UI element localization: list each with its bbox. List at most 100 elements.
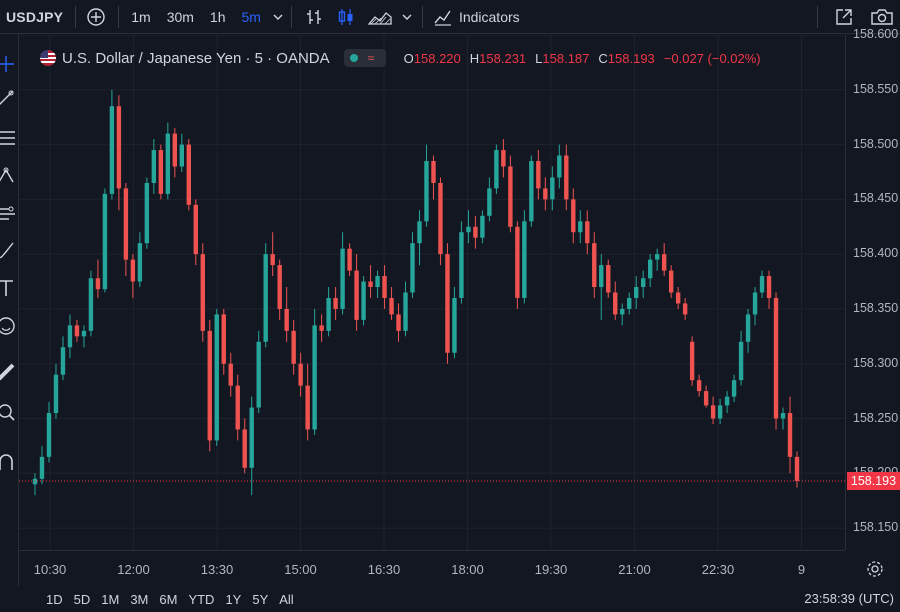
candle-body <box>305 385 310 430</box>
brush-tool-icon[interactable] <box>0 240 16 260</box>
candle-body <box>53 374 59 414</box>
candle-body <box>186 144 191 205</box>
candle-body <box>752 292 758 315</box>
prediction-tool-icon[interactable] <box>0 204 16 224</box>
range-1m[interactable]: 1M <box>101 591 120 607</box>
candle-body <box>326 297 331 331</box>
interval-30m[interactable]: 30m <box>159 0 202 34</box>
candle-body <box>627 297 632 309</box>
market-status-toggle[interactable]: ≈ <box>343 49 386 67</box>
candle-body <box>263 254 268 342</box>
candle-body <box>249 407 254 468</box>
candle-body <box>675 292 681 304</box>
open-key: O <box>403 50 414 66</box>
indicators-label: Indicators <box>458 8 520 25</box>
time-tick-label: 16:30 <box>367 562 401 577</box>
range-6m[interactable]: 6M <box>159 591 178 607</box>
symbol-label: USDJPY <box>6 8 64 25</box>
candles-style-button[interactable] <box>330 0 362 34</box>
candle-body <box>354 270 359 320</box>
text-tool-icon[interactable] <box>0 278 16 298</box>
candle-body <box>431 161 436 183</box>
bars-style-button[interactable] <box>292 0 330 34</box>
candle-body <box>123 188 129 260</box>
change-value: −0.027 (−0.02%) <box>663 50 761 66</box>
range-all[interactable]: All <box>279 591 294 607</box>
candle-body <box>179 144 185 167</box>
interval-label: 5m <box>241 8 261 25</box>
utc-clock[interactable]: 23:58:39 (UTC) <box>804 591 894 606</box>
interval-1m[interactable]: 1m <box>123 0 158 34</box>
range-5d[interactable]: 5D <box>73 591 91 607</box>
low-key: L <box>535 50 543 66</box>
interval-1h[interactable]: 1h <box>202 0 234 34</box>
current-price-label: 158.193 <box>850 473 897 488</box>
candle-body <box>158 150 164 194</box>
indicators-button[interactable]: Indicators <box>423 0 530 34</box>
candle-body <box>466 226 471 233</box>
pattern-tool-icon[interactable] <box>0 166 16 186</box>
range-3m[interactable]: 3M <box>130 591 149 607</box>
candle-body <box>703 391 709 406</box>
open-external-icon <box>836 8 852 25</box>
candles-icon <box>338 8 353 25</box>
time-tick-label: 15:00 <box>284 562 317 577</box>
fib-tool-icon[interactable] <box>0 128 16 148</box>
chart-type-dropdown[interactable] <box>398 0 422 34</box>
candle-body <box>487 188 492 216</box>
time-tick-label: 10:30 <box>33 562 67 577</box>
candle-body <box>200 254 205 331</box>
range-1y[interactable]: 1Y <box>225 591 242 607</box>
emoji-tool-icon[interactable] <box>0 316 16 336</box>
candle-body <box>396 314 401 331</box>
price-tick-label: 158.300 <box>853 355 899 370</box>
indicators-icon <box>434 10 451 26</box>
crosshair-tool-icon[interactable] <box>0 54 16 74</box>
ruler-tool-icon[interactable] <box>0 362 16 382</box>
candle-body <box>235 385 240 430</box>
price-chart[interactable] <box>19 35 845 550</box>
candle-body <box>501 150 506 167</box>
price-tick-label: 158.500 <box>853 136 899 151</box>
candle-body <box>46 413 52 457</box>
range-ytd[interactable]: YTD <box>188 591 215 607</box>
candle-body <box>766 276 772 298</box>
fullscreen-button[interactable] <box>818 0 870 34</box>
candle-body <box>606 265 611 293</box>
snapshot-button[interactable] <box>870 0 900 34</box>
compare-button[interactable] <box>76 0 118 34</box>
candle-body <box>256 341 261 408</box>
candle-body <box>641 278 646 288</box>
time-axis[interactable]: 10:30 12:00 13:30 15:00 16:30 18:00 19:30 21:00… <box>19 550 845 586</box>
candle-body <box>620 308 625 315</box>
magnet-tool-icon[interactable] <box>0 452 16 472</box>
range-1d[interactable]: 1D <box>46 591 63 607</box>
high-value: 158.231 <box>479 50 527 66</box>
candle-body <box>165 133 171 194</box>
symbol-search[interactable]: USDJPY <box>0 0 75 34</box>
range-5y[interactable]: 5Y <box>252 591 269 607</box>
ohlc-values: O158.220 H158.231 L158.187 C158.193 −0.0… <box>404 51 761 66</box>
zoom-tool-icon[interactable] <box>0 402 16 422</box>
candle-body <box>270 254 275 266</box>
candle-body <box>375 276 380 288</box>
trend-line-tool-icon[interactable] <box>0 88 16 108</box>
candle-body <box>172 133 178 167</box>
candle-body <box>710 405 716 419</box>
price-axis[interactable]: 158.600 158.550 158.500 158.450 158.400 158.3… <box>845 27 900 550</box>
candle-body <box>438 182 443 255</box>
price-tick-label: 158.400 <box>853 246 899 261</box>
interval-dropdown[interactable] <box>269 0 287 34</box>
gear-icon <box>867 561 883 577</box>
interval-5m[interactable]: 5m <box>234 0 269 34</box>
chart-settings-button[interactable] <box>866 560 884 578</box>
candle-body <box>291 330 296 364</box>
candle-body <box>529 161 534 222</box>
high-key: H <box>469 50 480 66</box>
time-tick-label: 18:00 <box>451 562 484 577</box>
area-style-button[interactable] <box>362 0 398 34</box>
candle-body <box>682 303 688 315</box>
candle-body <box>109 106 115 194</box>
candle-body <box>214 314 219 441</box>
candle-body <box>228 363 233 386</box>
